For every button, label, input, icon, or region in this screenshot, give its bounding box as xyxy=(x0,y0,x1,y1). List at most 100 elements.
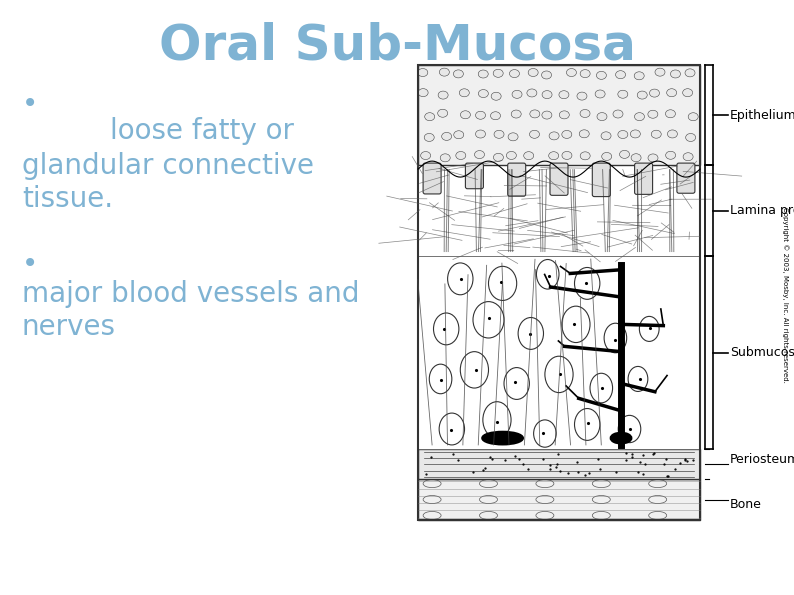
Ellipse shape xyxy=(418,89,428,96)
Bar xyxy=(418,449,700,479)
Ellipse shape xyxy=(491,112,500,120)
Ellipse shape xyxy=(527,89,537,97)
Ellipse shape xyxy=(476,130,485,138)
Ellipse shape xyxy=(634,72,644,80)
Ellipse shape xyxy=(686,133,696,142)
Ellipse shape xyxy=(456,152,466,159)
Ellipse shape xyxy=(473,302,504,338)
Text: nerves: nerves xyxy=(22,313,116,341)
Ellipse shape xyxy=(518,318,543,349)
Ellipse shape xyxy=(601,132,611,140)
Ellipse shape xyxy=(602,152,611,161)
Ellipse shape xyxy=(668,130,677,138)
Ellipse shape xyxy=(566,68,576,77)
Ellipse shape xyxy=(577,92,587,100)
Ellipse shape xyxy=(651,130,661,138)
Ellipse shape xyxy=(618,90,628,98)
Ellipse shape xyxy=(597,112,607,121)
FancyBboxPatch shape xyxy=(634,163,653,195)
Ellipse shape xyxy=(619,151,630,158)
Ellipse shape xyxy=(439,413,464,445)
Text: glandular connective: glandular connective xyxy=(22,152,314,180)
Text: Bone: Bone xyxy=(730,498,762,511)
Ellipse shape xyxy=(493,69,503,77)
Ellipse shape xyxy=(580,70,590,77)
Ellipse shape xyxy=(580,130,589,138)
Ellipse shape xyxy=(655,68,665,76)
Ellipse shape xyxy=(580,152,590,160)
Ellipse shape xyxy=(491,92,501,100)
Ellipse shape xyxy=(434,313,459,345)
Ellipse shape xyxy=(512,90,522,98)
Ellipse shape xyxy=(618,130,628,139)
Ellipse shape xyxy=(542,90,552,99)
Ellipse shape xyxy=(596,90,605,98)
Text: loose fatty or: loose fatty or xyxy=(110,117,294,145)
Ellipse shape xyxy=(542,71,552,79)
Ellipse shape xyxy=(504,368,530,399)
FancyBboxPatch shape xyxy=(507,163,526,196)
Bar xyxy=(418,165,700,256)
Ellipse shape xyxy=(604,323,626,353)
Ellipse shape xyxy=(648,110,658,118)
Ellipse shape xyxy=(575,409,600,440)
Ellipse shape xyxy=(476,111,485,119)
Ellipse shape xyxy=(611,433,631,443)
Ellipse shape xyxy=(562,306,590,343)
Ellipse shape xyxy=(590,373,613,403)
Ellipse shape xyxy=(448,263,473,295)
FancyBboxPatch shape xyxy=(465,163,484,189)
Ellipse shape xyxy=(634,112,645,121)
FancyBboxPatch shape xyxy=(550,163,568,195)
Ellipse shape xyxy=(615,71,626,79)
Ellipse shape xyxy=(534,420,556,447)
Ellipse shape xyxy=(562,130,572,139)
FancyBboxPatch shape xyxy=(677,163,695,193)
Ellipse shape xyxy=(559,90,569,99)
Ellipse shape xyxy=(483,402,511,438)
Text: •: • xyxy=(22,90,38,118)
Ellipse shape xyxy=(528,68,538,77)
Ellipse shape xyxy=(683,89,692,97)
Ellipse shape xyxy=(549,132,559,140)
FancyBboxPatch shape xyxy=(592,163,611,196)
Ellipse shape xyxy=(665,151,676,159)
Ellipse shape xyxy=(453,70,464,78)
Text: Epithelium: Epithelium xyxy=(730,108,794,121)
Ellipse shape xyxy=(511,110,521,118)
Ellipse shape xyxy=(575,268,600,299)
Text: Copyright © 2003, Mosby, Inc. All rights reserved.: Copyright © 2003, Mosby, Inc. All rights… xyxy=(781,207,788,383)
Ellipse shape xyxy=(418,68,428,77)
Ellipse shape xyxy=(639,317,659,342)
Ellipse shape xyxy=(596,71,607,79)
Ellipse shape xyxy=(508,133,518,141)
Ellipse shape xyxy=(510,70,519,77)
Bar xyxy=(418,479,700,520)
Ellipse shape xyxy=(685,69,695,77)
Ellipse shape xyxy=(537,259,559,289)
Ellipse shape xyxy=(488,267,517,300)
Text: major blood vessels and: major blood vessels and xyxy=(22,280,360,308)
Ellipse shape xyxy=(453,131,464,139)
Text: Submucosa: Submucosa xyxy=(730,346,794,359)
Text: tissue.: tissue. xyxy=(22,185,113,213)
Ellipse shape xyxy=(478,90,488,98)
Ellipse shape xyxy=(613,110,623,118)
Bar xyxy=(418,65,700,165)
Ellipse shape xyxy=(437,109,448,117)
Ellipse shape xyxy=(459,89,469,97)
Text: •: • xyxy=(22,250,38,278)
Ellipse shape xyxy=(430,364,452,394)
Ellipse shape xyxy=(545,356,573,393)
Text: Periosteum: Periosteum xyxy=(730,453,794,466)
Ellipse shape xyxy=(421,152,430,159)
Ellipse shape xyxy=(683,153,693,161)
Ellipse shape xyxy=(441,133,452,140)
Ellipse shape xyxy=(530,130,539,138)
Ellipse shape xyxy=(649,89,660,97)
Ellipse shape xyxy=(619,415,641,443)
Ellipse shape xyxy=(524,152,534,159)
Bar xyxy=(418,256,700,449)
Ellipse shape xyxy=(562,151,572,159)
Text: Lamina propria: Lamina propria xyxy=(730,204,794,217)
